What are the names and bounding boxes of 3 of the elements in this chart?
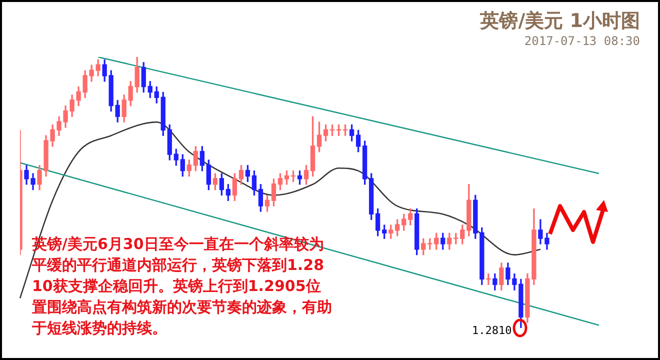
chart-title: 英镑/美元 1小时图 [480,9,640,34]
annotation: 1.2810 [472,324,512,337]
chart-subtitle: 2017-07-13 08:30 [524,34,640,48]
